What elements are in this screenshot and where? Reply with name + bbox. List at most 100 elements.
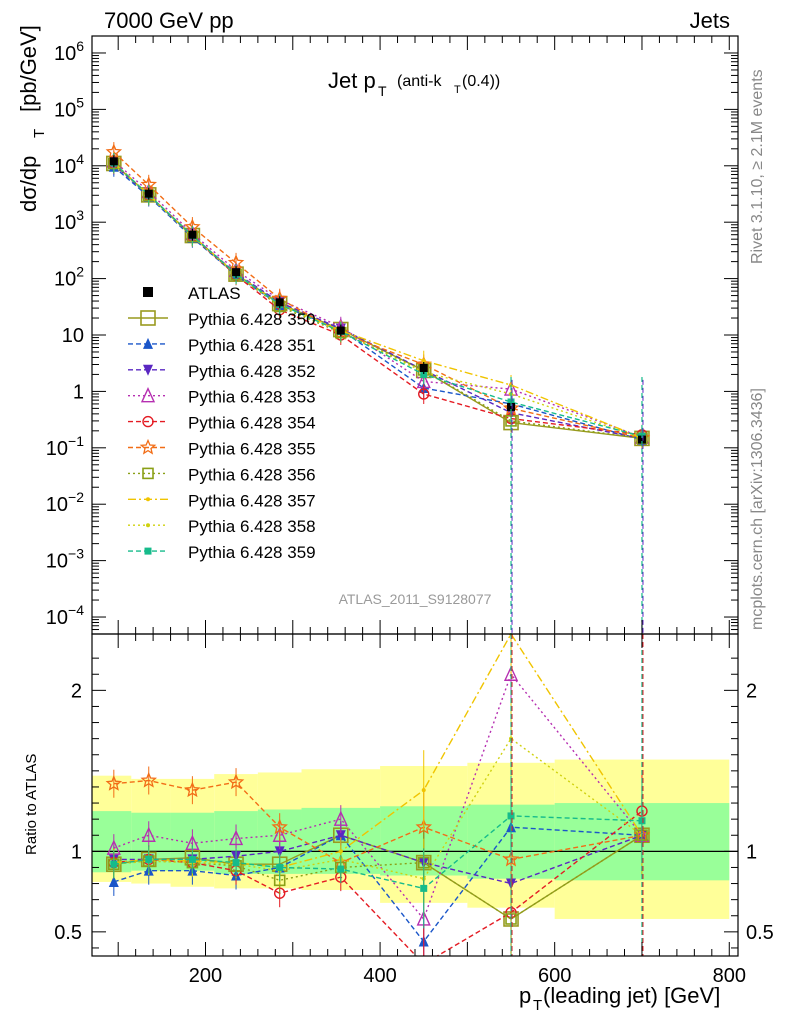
legend-item-356: Pythia 6.428 356: [128, 465, 316, 484]
ratio-point-359: [276, 863, 284, 871]
data-point-atlas: [109, 157, 118, 166]
legend-marker-357: [146, 497, 150, 502]
ratio-y-tick-label: 2: [71, 680, 82, 702]
legend-label-353: Pythia 6.428 353: [188, 388, 316, 407]
x-axis-label-p: p: [519, 983, 531, 1008]
legend-item-354: Pythia 6.428 354: [128, 414, 316, 433]
ratio-point-355: [184, 781, 201, 798]
main-point-359: [420, 370, 428, 378]
legend-marker-358: [146, 523, 150, 528]
side-label-mcplots: mcplots.cern.ch [arXiv:1306.3436]: [749, 388, 766, 630]
main-series-layer: [105, 142, 651, 634]
data-point-atlas: [275, 298, 284, 307]
header-left-title: 7000 GeV pp: [104, 8, 234, 33]
data-point-atlas: [188, 230, 197, 239]
legend-label-350: Pythia 6.428 350: [188, 310, 316, 329]
ratio-point-353: [333, 810, 348, 826]
legend: ATLAS Pythia 6.428 350 Pythia 6.428 351 Pyt…: [128, 284, 316, 562]
legend-marker-350: [140, 310, 156, 326]
main-y-tick-label: 1: [73, 381, 84, 403]
x-tick-label: 600: [538, 965, 571, 987]
ratio-point-359: [232, 859, 240, 867]
x-tick-label: 800: [713, 965, 746, 987]
data-point-atlas: [232, 268, 241, 277]
main-point-357: [421, 358, 426, 363]
ratio-y-tick-label: 1: [71, 841, 82, 863]
data-point-atlas: [144, 189, 153, 198]
legend-marker-352: [143, 364, 153, 376]
legend-marker-353: [140, 387, 156, 403]
legend-label-359: Pythia 6.428 359: [188, 543, 316, 562]
main-y-tick-label: 10−4: [46, 602, 84, 629]
plot-title-sub: T: [378, 83, 387, 99]
plot-title-main: Jet p: [328, 68, 376, 93]
ratio-point-353: [228, 829, 244, 846]
ratio-point-352: [335, 830, 346, 842]
main-series-line-355: [113, 151, 643, 439]
main-y-tick-label: 102: [54, 264, 84, 291]
x-axis-label-rest: (leading jet) [GeV]: [543, 983, 720, 1008]
ratio-point-359: [110, 860, 118, 868]
plot-title-paren: (anti-k: [397, 73, 442, 90]
legend-item-355: Pythia 6.428 355: [128, 438, 316, 459]
ratio-series-line-353: [113, 672, 643, 921]
legend-label-351: Pythia 6.428 351: [188, 336, 316, 355]
legend-marker-354: [142, 415, 154, 428]
ratio-series-layer: [92, 634, 738, 969]
main-y-tick-label: 10−2: [46, 489, 84, 516]
legend-marker-355: [139, 438, 157, 455]
legend-item-357: Pythia 6.428 357: [128, 491, 316, 510]
main-y-label-text: dσ/dp: [16, 156, 41, 212]
main-y-tick-label: 103: [54, 207, 84, 234]
ratio-point-359: [337, 865, 345, 873]
main-y-tick-label: 10−3: [46, 546, 84, 573]
legend-marker-atlas: [143, 287, 153, 297]
data-point-atlas: [336, 326, 345, 335]
ratio-point-353: [141, 826, 156, 842]
legend-label-356: Pythia 6.428 356: [188, 465, 316, 484]
legend-label-354: Pythia 6.428 354: [188, 414, 316, 433]
legend-label-358: Pythia 6.428 358: [188, 517, 316, 536]
ratio-series-line-359: [113, 815, 643, 890]
ratio-point-354: [419, 959, 429, 969]
legend-item-358: Pythia 6.428 358: [128, 517, 316, 536]
ratio-uncertainty-bands: [92, 759, 730, 919]
legend-label-355: Pythia 6.428 355: [188, 440, 316, 459]
ratio-point-359: [420, 884, 428, 892]
plot-title: Jet p T (anti-k T (0.4)): [328, 68, 500, 99]
ratio-y-label: Ratio to ATLAS: [23, 754, 40, 855]
ratio-point-353: [272, 826, 287, 842]
ratio-point-355: [271, 818, 288, 835]
legend-label-352: Pythia 6.428 352: [188, 362, 316, 381]
main-y-label: dσ/dp T [pb/GeV]: [16, 25, 48, 212]
ratio-point-359: [145, 855, 153, 863]
ratio-y-tick-label: 0.5: [54, 922, 82, 944]
x-axis-label-sub: T: [533, 997, 542, 1014]
analysis-watermark: ATLAS_2011_S9128077: [339, 591, 492, 607]
legend-label-357: Pythia 6.428 357: [188, 491, 316, 510]
legend-item-351: Pythia 6.428 351: [128, 336, 316, 355]
side-label-rivet: Rivet 3.1.10, ≥ 2.1M events: [749, 69, 766, 264]
main-y-tick-label: 10−1: [46, 433, 84, 460]
legend-item-350: Pythia 6.428 350: [128, 310, 316, 329]
ratio-point-352: [274, 846, 285, 858]
ratio-point-355: [227, 773, 245, 790]
data-point-atlas: [637, 435, 646, 444]
x-tick-label: 200: [189, 965, 222, 987]
ratio-point-357: [421, 788, 426, 793]
main-y-tick-label: 106: [54, 38, 84, 65]
axes-layer: 10−4 10−3 10−2 10−1 1 10 102 103 104 105 106 200 400…: [46, 35, 774, 987]
ratio-point-359: [507, 812, 515, 820]
header-right-title: Jets: [690, 8, 730, 33]
legend-item-359: Pythia 6.428 359: [128, 543, 316, 562]
data-point-atlas: [419, 363, 428, 372]
ratio-point-353: [503, 665, 519, 681]
x-tick-label: 400: [363, 965, 396, 987]
data-point-atlas: [507, 402, 516, 411]
x-axis-label: p T (leading jet) [GeV]: [519, 983, 720, 1014]
main-y-label-sub: T: [31, 129, 48, 138]
main-point-354: [418, 388, 430, 400]
legend-item-353: Pythia 6.428 353: [128, 387, 316, 407]
ratio-point-359: [188, 855, 196, 863]
legend-item-atlas: ATLAS: [143, 284, 241, 303]
